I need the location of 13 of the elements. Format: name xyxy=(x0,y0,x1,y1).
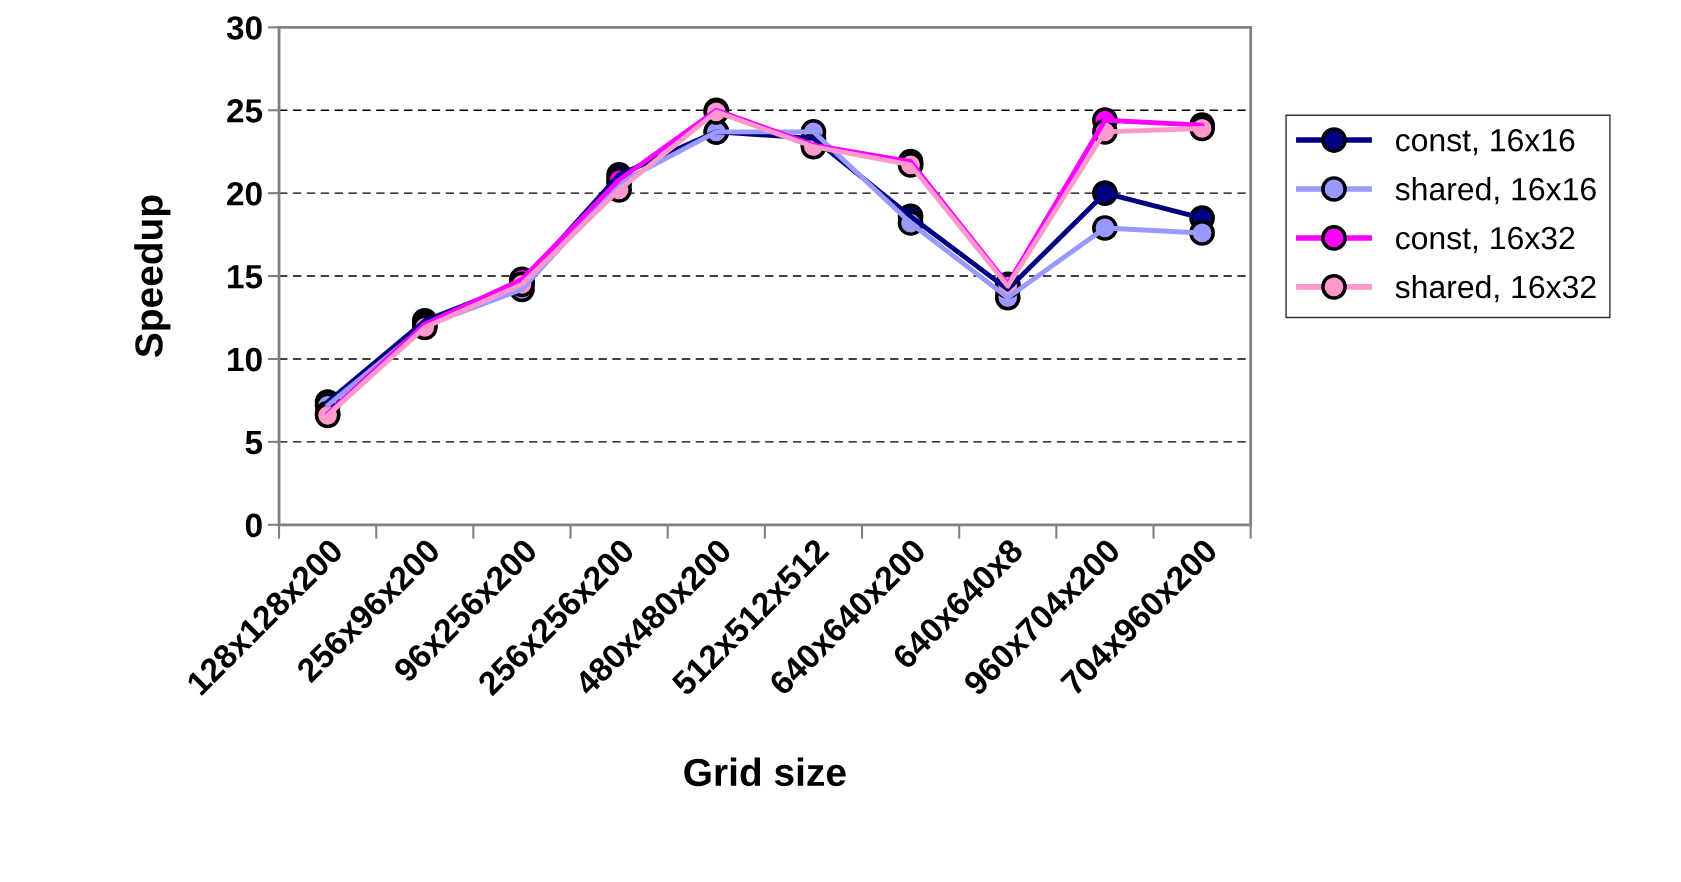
y-tick-label: 25 xyxy=(227,99,263,123)
y-tick-label: 10 xyxy=(228,347,262,372)
legend-label: const, 16x16 xyxy=(1396,128,1575,156)
y-tick-label: 0 xyxy=(245,513,262,538)
legend-label: shared, 16x32 xyxy=(1395,274,1596,303)
legend-label: const, 16x32 xyxy=(1396,226,1575,254)
legend-label: shared, 16x16 xyxy=(1395,177,1596,205)
y-tick-label: 15 xyxy=(228,265,263,289)
y-tick-label: 30 xyxy=(226,16,262,40)
y-tick-label: 5 xyxy=(245,431,263,455)
x-axis-title: Grid size xyxy=(684,757,846,787)
y-tick-label: 20 xyxy=(227,181,262,206)
y-axis-title: Speedup xyxy=(134,195,171,358)
